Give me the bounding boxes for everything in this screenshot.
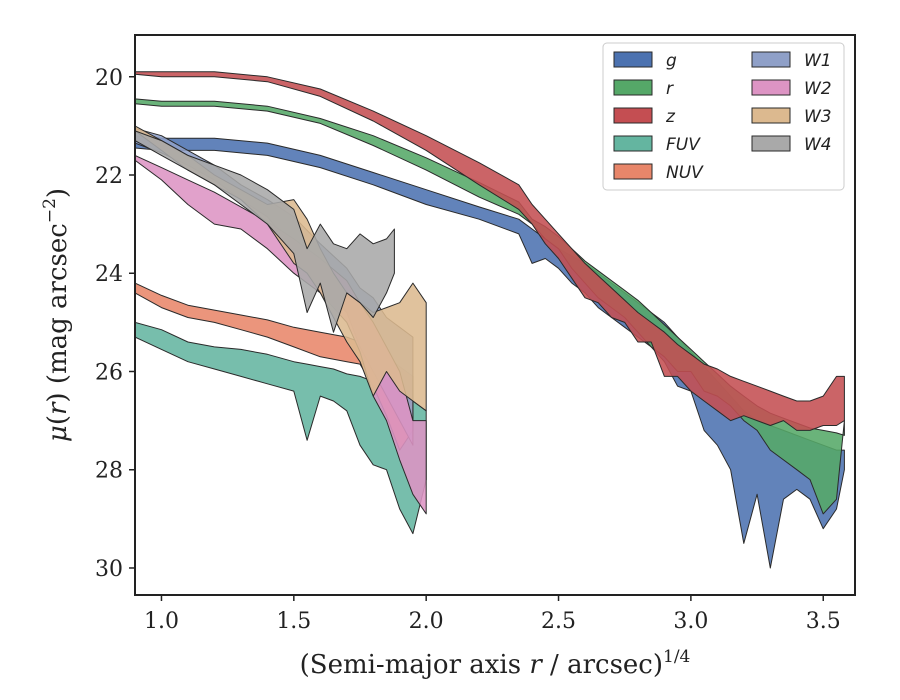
legend-label-w3: W3 xyxy=(804,107,832,127)
x-tick-label: 3.5 xyxy=(806,609,841,634)
y-axis-label-open: ( xyxy=(43,415,73,425)
legend-label-z: z xyxy=(665,107,676,127)
x-axis-label: (Semi-major axis r / arcsec)1/4 xyxy=(300,647,691,680)
ticks-layer: 1.0 1.5 2.0 2.5 3.0 3.5 20 22 24 26 28 30 xyxy=(95,66,841,634)
y-tick-label: 26 xyxy=(95,360,123,385)
x-tick-label: 1.0 xyxy=(144,609,179,634)
band-z xyxy=(135,71,845,431)
y-tick-label: 24 xyxy=(95,262,123,287)
legend-swatch-g xyxy=(613,51,653,68)
legend-label-fuv: FUV xyxy=(666,135,701,155)
x-axis-label-text: (Semi-major axis xyxy=(300,650,530,680)
legend-swatch-nuv xyxy=(613,163,653,180)
x-tick-label: 1.5 xyxy=(276,609,311,634)
legend-label-w2: W2 xyxy=(804,79,832,99)
plot-frame xyxy=(134,34,856,596)
legend-swatch-w3 xyxy=(751,107,791,124)
legend-label-g: g xyxy=(666,51,677,71)
y-tick-label: 30 xyxy=(95,557,123,582)
y-axis-label-exp: −2 xyxy=(40,198,60,223)
legend-swatch-z xyxy=(613,107,653,124)
y-axis-label: μ(r) (mag arcsec−2) xyxy=(40,188,73,442)
y-tick-label: 20 xyxy=(95,66,123,91)
x-axis-label-var: r xyxy=(529,650,543,680)
y-tick-label: 22 xyxy=(95,164,123,189)
x-tick-label: 2.5 xyxy=(541,609,576,634)
y-axis-label-tail: ) (mag arcsec xyxy=(43,223,73,402)
legend-swatch-r xyxy=(613,79,653,96)
legend-swatch-w4 xyxy=(751,135,791,152)
legend-swatch-w2 xyxy=(751,79,791,96)
legend: grz FUV NUV W1 W2 W3 W4 xyxy=(602,42,845,191)
x-tick-label: 2.0 xyxy=(409,609,444,634)
y-tick-label: 28 xyxy=(95,459,123,484)
legend-swatch-fuv xyxy=(613,135,653,152)
y-axis-label-mu: μ xyxy=(43,425,73,442)
x-axis-label-exp: 1/4 xyxy=(663,647,690,667)
x-axis-label-tail: / arcsec) xyxy=(542,650,663,680)
legend-label-w1: W1 xyxy=(804,51,832,71)
x-tick-label: 3.0 xyxy=(673,609,708,634)
legend-swatch-w1 xyxy=(751,51,791,68)
legend-label-w4: W4 xyxy=(804,135,832,155)
legend-label-r: r xyxy=(666,79,674,99)
band-w4 xyxy=(135,130,395,333)
legend-label-nuv: NUV xyxy=(666,163,704,183)
y-axis-label-close: ) xyxy=(43,188,73,198)
bands-layer xyxy=(135,71,845,569)
y-axis-label-var: r xyxy=(43,401,73,415)
